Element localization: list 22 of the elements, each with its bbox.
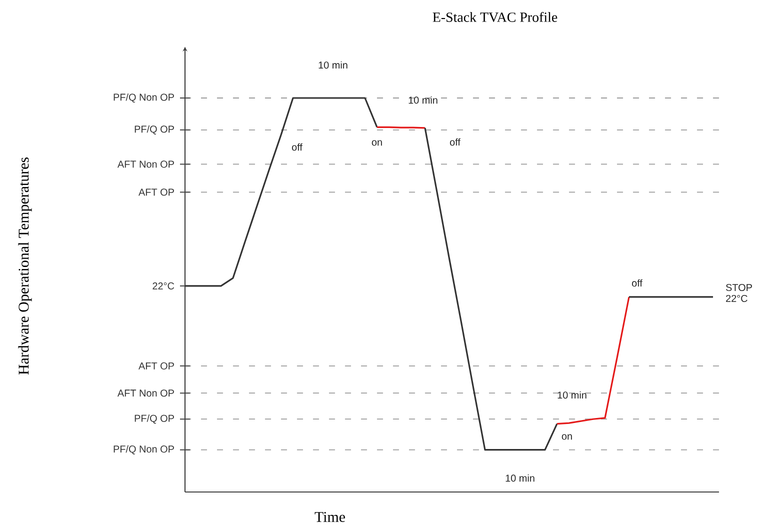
x-axis-title: Time: [314, 512, 345, 522]
annotation: 10 min: [408, 96, 438, 104]
text: Hardware Operational Temperatures: [18, 157, 32, 375]
ref-line-label: AFT Non OP: [117, 390, 174, 397]
ref-line-label: 22°C: [152, 282, 174, 290]
ref-line-label: PF/Q Non OP: [114, 445, 174, 454]
text: STOP 22°C: [726, 284, 752, 302]
annotation: 10 min: [558, 391, 586, 399]
chart-title: E-Stack TVAC Profile: [432, 12, 558, 22]
annotation: 10 min: [506, 474, 534, 482]
text: 10 min: [318, 61, 348, 69]
ref-line-label: AFT OP: [138, 362, 174, 370]
ref-line-label: PF/Q Non OP: [114, 93, 174, 103]
annotation: off: [292, 143, 302, 151]
annotation: off: [632, 279, 642, 287]
ref-line-label: AFT OP: [138, 188, 174, 196]
ref-line-label: AFT Non OP: [117, 160, 174, 168]
ref-line-label: PF/Q OP: [134, 414, 174, 424]
ref-line-label: PF/Q OP: [134, 125, 174, 134]
annotation: off: [450, 138, 460, 146]
annotation: on: [562, 434, 572, 440]
annotation: on: [372, 140, 382, 146]
